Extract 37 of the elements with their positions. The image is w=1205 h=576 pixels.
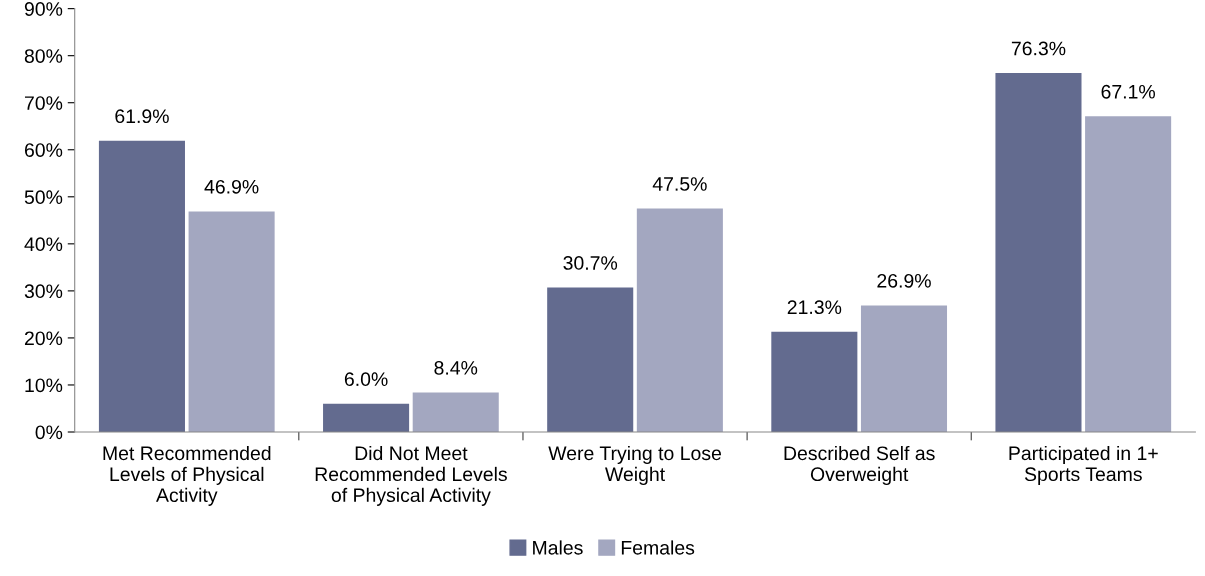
y-tick-label: 90% [24,2,63,16]
bar [98,140,185,432]
legend-label: Females [621,540,695,555]
x-tick-label: Participated in 1+ Sports Teams [1009,445,1158,485]
data-label: 76.3% [1011,41,1066,56]
y-tick-label: 80% [24,49,63,63]
bar [636,208,723,432]
y-tick-label: 40% [24,237,63,252]
bar [860,305,948,432]
x-tick-label: Were Trying to Lose Weight [548,445,722,485]
y-tick-label: 50% [24,190,63,205]
bar [547,287,634,432]
data-label: 26.9% [877,273,931,288]
y-tick-label: 30% [24,284,63,299]
data-label: 46.9% [204,179,259,194]
y-tick-label: 60% [24,143,63,157]
data-label: 30.7% [563,256,618,270]
y-tick-label: 0% [35,425,63,440]
y-tick-label: 20% [24,331,63,346]
x-tick-label: Met Recommended Levels of Physical Activity [103,445,271,506]
data-label: 6.0% [344,372,388,387]
data-label: 21.3% [787,300,842,315]
x-tick-label: Described Self as Overweight [784,445,935,485]
legend-label: Males [533,540,583,555]
data-label: 47.5% [652,177,707,191]
bar [1085,116,1172,432]
data-label: 8.4% [434,360,478,375]
bar [323,403,410,432]
x-tick-label: Did Not Meet Recommended Levels of Physical Activity [315,445,507,506]
bar [995,73,1082,432]
y-tick-label: 10% [25,378,63,393]
bar [412,392,499,432]
y-tick-label: 70% [24,96,63,110]
data-label: 61.9% [115,109,169,124]
bar [771,331,858,432]
bar [188,211,275,432]
data-label: 67.1% [1101,84,1155,99]
